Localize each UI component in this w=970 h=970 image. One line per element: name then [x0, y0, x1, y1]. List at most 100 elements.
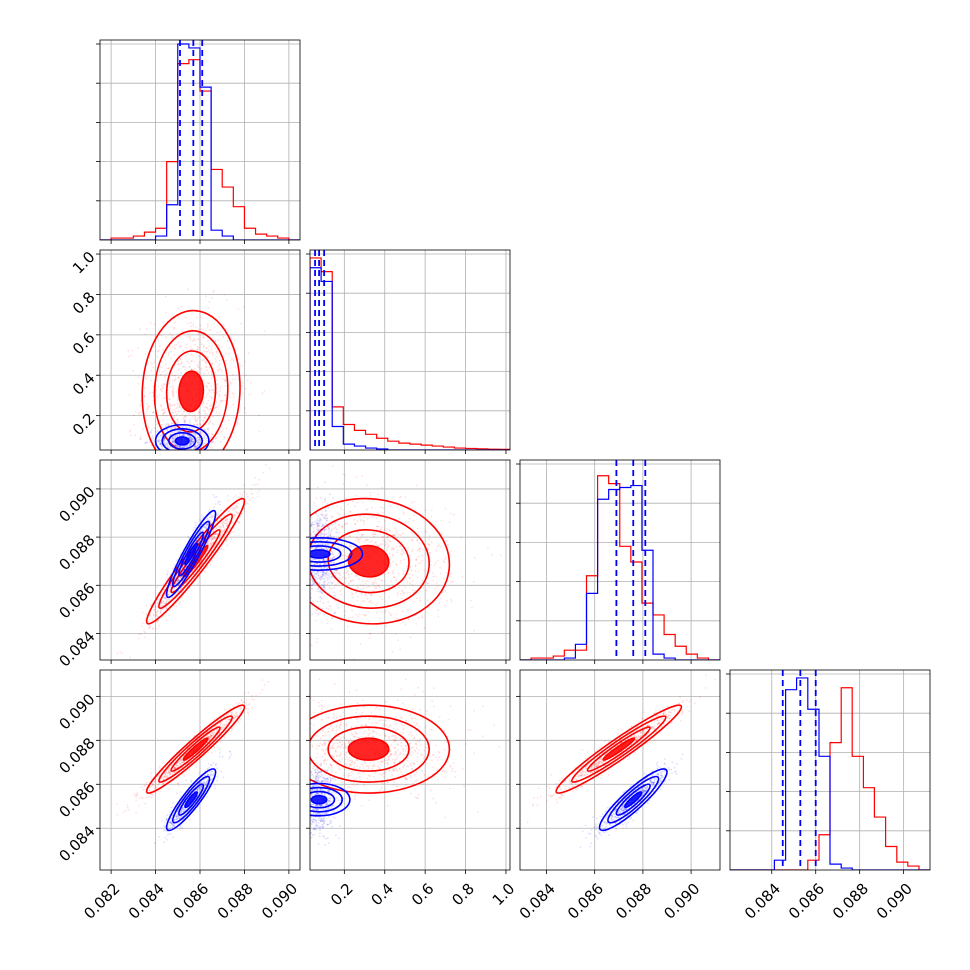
- scatter-series-a-contour: [168, 432, 197, 450]
- diag-panel-3: [726, 669, 931, 874]
- y-tick-label: 0.090: [55, 690, 98, 733]
- scatter-series-b-contour: [602, 737, 636, 761]
- scatter-series-a-contour: [598, 768, 668, 832]
- scatter-series-b-contour: [347, 737, 390, 761]
- pair-panel-2-1: [306, 459, 511, 664]
- scatter-series-a: [310, 481, 364, 620]
- x-tick-label: 0.6: [408, 880, 438, 910]
- scatter-series-b-contour: [586, 726, 651, 772]
- scatter-series-a-contour: [624, 791, 643, 809]
- scatter-series-a: [310, 762, 351, 846]
- scatter-series-b-contour: [182, 737, 209, 761]
- scatter-series-b-contour: [310, 704, 451, 794]
- pair-panel-1-0: [96, 249, 301, 454]
- hist-series-a: [730, 677, 930, 870]
- scatter-series-b-contour: [327, 529, 410, 594]
- diag-panel-2: [516, 459, 721, 664]
- scatter-series-a-contour: [178, 531, 205, 577]
- scatter-series-b: [127, 250, 266, 450]
- y-tick-label: 0.088: [55, 531, 98, 574]
- scatter-series-b-contour: [555, 704, 683, 794]
- scatter-series-b-contour: [310, 715, 430, 783]
- scatter-series-b-contour: [170, 726, 221, 772]
- hist-series-b: [520, 475, 720, 660]
- scatter-series-b-contour: [310, 497, 451, 625]
- scatter-series-a-contour: [310, 549, 331, 559]
- x-tick-label: 0.086: [169, 880, 212, 923]
- scatter-series-b-contour: [153, 330, 229, 450]
- scatter-series-b: [310, 465, 502, 660]
- scatter-series-a-contour: [310, 794, 328, 805]
- panel-frame: [309, 459, 511, 661]
- scatter-series-a: [153, 750, 233, 845]
- scatter-series-b: [310, 678, 501, 822]
- x-tick-label: 0.090: [873, 880, 916, 923]
- scatter-series-a-contour: [161, 427, 204, 450]
- scatter-series-b-contour: [178, 370, 205, 413]
- panel-frame: [309, 249, 511, 451]
- y-tick-label: 0.084: [55, 627, 98, 670]
- scatter-series-a-contour: [184, 791, 199, 809]
- scatter-series-a-contour: [184, 542, 199, 566]
- x-tick-label: 0.2: [327, 880, 357, 910]
- y-tick-label: 0.088: [55, 734, 98, 777]
- x-tick-label: 1.0: [489, 880, 519, 910]
- scatter-series-b-contour: [145, 704, 246, 794]
- x-tick-label: 0.084: [741, 880, 784, 923]
- y-tick-label: 0.090: [55, 483, 98, 526]
- y-tick-label: 1.0: [69, 248, 99, 278]
- x-tick-label: 0.088: [829, 880, 872, 923]
- scatter-series-b-contour: [327, 726, 410, 772]
- scatter-series-a-contour: [174, 436, 190, 446]
- hist-series-a: [520, 484, 720, 660]
- x-tick-label: 0.086: [564, 880, 607, 923]
- scatter-series-a-contour: [310, 782, 351, 817]
- scatter-series-b: [115, 679, 269, 816]
- scatter-series-a-contour: [171, 775, 211, 824]
- scatter-series-a-contour: [310, 545, 342, 563]
- scatter-series-b-contour: [165, 350, 217, 433]
- pair-panel-3-0: [96, 669, 301, 874]
- y-tick-label: 0.086: [55, 778, 98, 821]
- scatter-series-a-contour: [310, 786, 343, 813]
- scatter-series-a: [153, 493, 223, 618]
- scatter-series-a-contour: [165, 509, 217, 599]
- x-tick-label: 0.086: [785, 880, 828, 923]
- hist-series-b: [730, 687, 930, 870]
- x-tick-label: 0.084: [125, 880, 168, 923]
- y-tick-label: 0.8: [69, 288, 99, 318]
- y-tick-label: 0.6: [69, 329, 99, 359]
- y-tick-label: 0.086: [55, 579, 98, 622]
- y-tick-label: 0.2: [69, 409, 99, 439]
- panel-frame: [519, 459, 721, 661]
- x-tick-label: 0.4: [368, 880, 398, 910]
- x-tick-label: 0.090: [660, 880, 703, 923]
- x-tick-label: 0.088: [612, 880, 655, 923]
- scatter-series-a-contour: [310, 790, 336, 809]
- hist-series-b: [100, 59, 300, 240]
- hist-series-b: [310, 257, 510, 450]
- pair-panel-3-1: [306, 669, 511, 874]
- x-tick-label: 0.8: [448, 880, 478, 910]
- x-tick-label: 0.084: [516, 880, 559, 923]
- scatter-series-b-contour: [310, 513, 430, 609]
- scatter-series-a-contour: [171, 520, 211, 588]
- scatter-series-a-contour: [154, 423, 210, 450]
- panel-frame: [309, 669, 511, 871]
- scatter-series-b: [520, 670, 720, 824]
- panel-frame: [519, 669, 721, 871]
- scatter-series-a-contour: [607, 775, 660, 824]
- scatter-series-a-contour: [178, 783, 205, 816]
- scatter-series-b-contour: [347, 544, 390, 578]
- pair-panel-2-0: [96, 459, 301, 664]
- scatter-series-a-contour: [310, 537, 364, 571]
- y-tick-label: 0.4: [69, 369, 99, 399]
- pair-panel-3-2: [516, 669, 721, 874]
- scatter-series-b-contour: [571, 715, 667, 783]
- x-tick-label: 0.082: [80, 880, 123, 923]
- x-tick-label: 0.090: [258, 880, 301, 923]
- scatter-series-a-contour: [310, 541, 353, 567]
- hist-series-a: [100, 43, 300, 240]
- scatter-series-b-contour: [158, 715, 234, 783]
